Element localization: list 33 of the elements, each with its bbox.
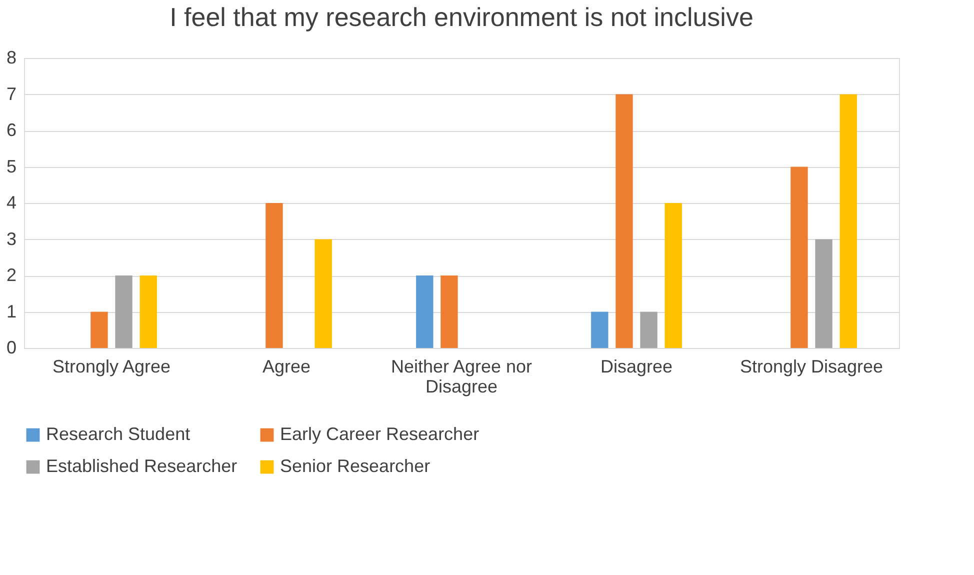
x-tick-label: Disagree (600, 356, 673, 376)
y-tick-label: 6 (6, 120, 16, 140)
legend-label: Senior Researcher (280, 456, 430, 476)
legend-label: Established Researcher (46, 456, 238, 476)
y-tick-label: 0 (6, 338, 16, 358)
bar (790, 166, 808, 348)
y-tick-label: 5 (6, 156, 16, 176)
x-tick-label: Neither Agree nor Disagree (390, 356, 532, 396)
chart-title: I feel that my research environment is not inclusive (170, 2, 754, 32)
bar (140, 276, 157, 348)
bar (416, 276, 434, 348)
bar (840, 94, 857, 348)
legend-label: Early Career Researcher (280, 424, 480, 444)
bar (266, 203, 283, 348)
y-tick-label: 8 (6, 48, 16, 68)
y-tick-label: 4 (6, 192, 16, 212)
x-tick-label: Agree (262, 356, 311, 376)
y-tick-label: 3 (6, 228, 16, 249)
bar (591, 312, 608, 348)
bar (314, 239, 332, 348)
bar (640, 312, 658, 348)
x-tick-label: Strongly Disagree (740, 356, 884, 376)
x-tick-label: Strongly Agree (52, 356, 171, 376)
bar (440, 276, 458, 348)
y-tick-label: 7 (6, 84, 16, 104)
y-tick-label: 1 (6, 301, 16, 322)
bar (815, 239, 832, 348)
y-tick-label: 2 (6, 265, 16, 285)
bar (115, 276, 132, 348)
bar (664, 203, 682, 348)
bar (90, 312, 108, 348)
legend-label: Research Student (46, 424, 190, 444)
bar (616, 94, 633, 348)
